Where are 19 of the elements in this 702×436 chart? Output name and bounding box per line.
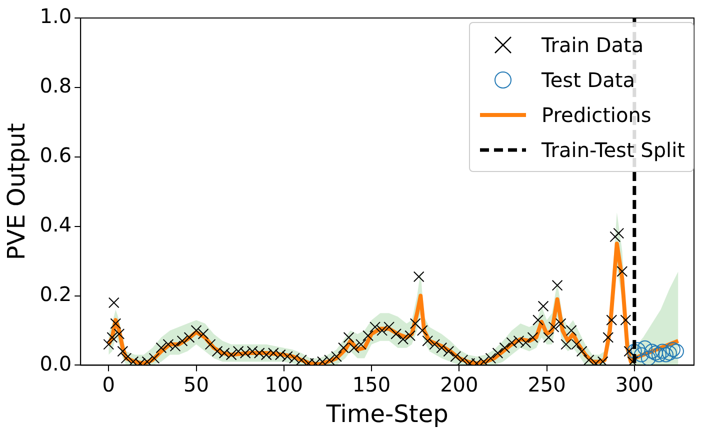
x-tick-label: 100 — [264, 372, 303, 396]
x-tick-label: 250 — [528, 372, 566, 396]
legend-label: Train Data — [542, 32, 644, 56]
x-tick-label: 300 — [615, 372, 654, 396]
x-tick-label: 150 — [352, 372, 391, 396]
ref-line-label: Train-Test Split — [542, 138, 685, 162]
x-tick-label: 0 — [102, 372, 116, 396]
x-tick-label: 200 — [440, 372, 478, 396]
legend-label: Predictions — [542, 102, 652, 126]
y-tick-label: 0.2 — [40, 282, 72, 306]
y-tick-label: 0.8 — [40, 74, 72, 98]
y-tick-label: 1.0 — [40, 4, 72, 28]
y-axis-title: PVE Output — [2, 123, 31, 260]
y-tick-label: 0.6 — [40, 143, 72, 168]
x-axis-title: Time-Step — [325, 400, 448, 428]
y-tick-label: 0.4 — [40, 212, 72, 237]
legend-label: Test Data — [542, 68, 636, 92]
y-tick-label: 0.0 — [40, 351, 72, 376]
x-tick-label: 50 — [184, 372, 209, 396]
